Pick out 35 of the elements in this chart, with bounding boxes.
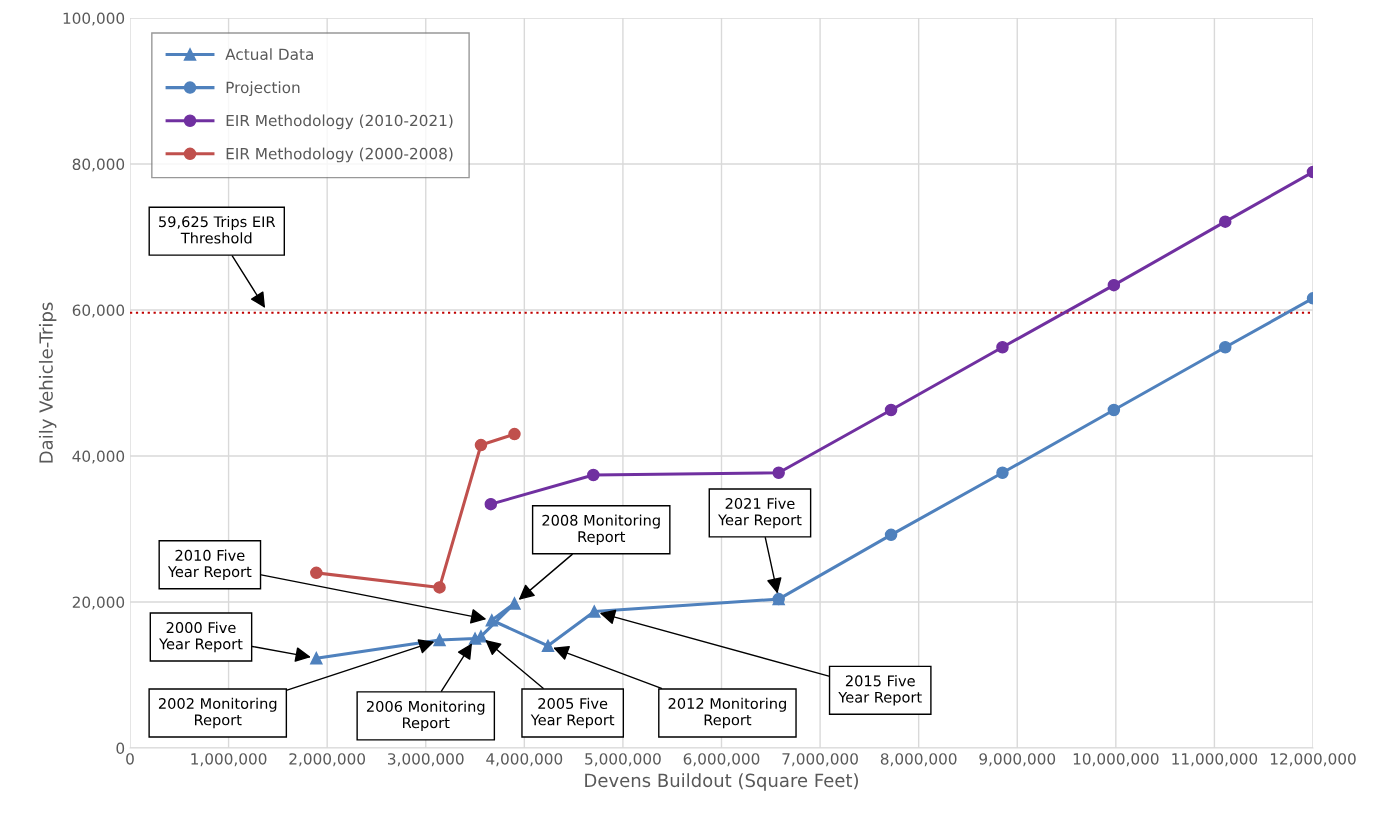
legend-label: Projection — [226, 81, 300, 97]
y-tick-label: 20,000 — [72, 596, 125, 610]
y-tick-label: 100,000 — [63, 12, 125, 26]
x-tick-label: 11,000,000 — [1172, 753, 1258, 767]
y-tick-label: 60,000 — [72, 304, 125, 318]
x-tick-label: 7,000,000 — [782, 753, 858, 767]
y-tick-label: 40,000 — [72, 450, 125, 464]
x-tick-label: 8,000,000 — [880, 753, 957, 767]
x-tick-label: 12,000,000 — [1270, 753, 1356, 767]
x-tick-label: 3,000,000 — [388, 753, 464, 767]
annotation: 2008 Monitoring Report — [542, 514, 660, 545]
annotation: 2021 Five Year Report — [717, 497, 802, 529]
x-tick-label: 10,000,000 — [1073, 753, 1159, 767]
x-tick-label: 1,000,000 — [191, 753, 267, 767]
ref-line-label: 59,625 Trips EIR Threshold — [159, 215, 276, 244]
x-tick-label: 4,000,000 — [486, 753, 563, 767]
annotation: 2006 Monitoring Report — [366, 700, 485, 732]
legend-label: EIR Methodology (2010-2021) — [226, 114, 453, 130]
annotation: 2005 Five Year Report — [530, 697, 615, 729]
annotation: 2010 Five Year Report — [167, 549, 252, 580]
x-tick-label: 0 — [126, 753, 134, 765]
x-tick-label: 2,000,000 — [289, 753, 366, 767]
x-tick-label: 9,000,000 — [979, 753, 1056, 767]
annotation: 2012 Monitoring Report — [668, 697, 786, 729]
y-axis-title: Daily Vehicle-Trips — [38, 302, 57, 463]
x-axis-title: Devens Buildout (Square Feet) — [585, 773, 858, 791]
x-tick-label: 5,000,000 — [585, 753, 661, 767]
y-tick-label: 0 — [116, 742, 125, 755]
legend-label: EIR Methodology (2000-2008) — [226, 147, 453, 163]
annotation: 2015 Five Year Report — [838, 675, 922, 706]
annotation: 2000 Five Year Report — [159, 621, 243, 653]
annotation: 2002 Monitoring Report — [158, 697, 277, 729]
y-tick-label: 80,000 — [72, 158, 125, 172]
x-tick-label: 6,000,000 — [683, 753, 760, 767]
legend-label: Actual Data — [225, 48, 313, 61]
